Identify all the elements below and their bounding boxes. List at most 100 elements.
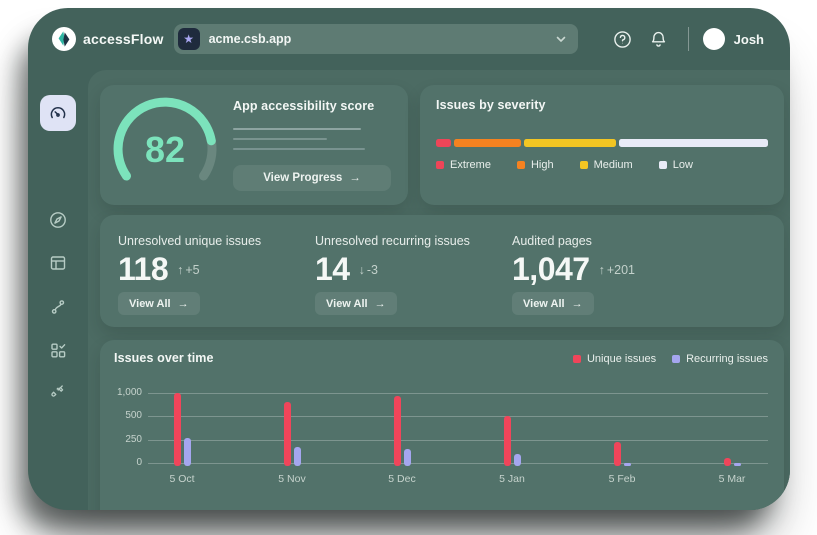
accessflow-logo-icon — [52, 27, 76, 51]
legend-label: Extreme — [450, 159, 491, 171]
compass-icon — [48, 210, 68, 230]
x-tick-label: 5 Jan — [482, 473, 542, 485]
legend-swatch-icon — [580, 161, 588, 169]
plug-icon — [48, 380, 68, 400]
brand: accessFlow — [52, 27, 164, 51]
bell-icon — [649, 30, 668, 49]
bar-unique-issues — [504, 416, 511, 466]
layout-icon — [48, 253, 68, 273]
bar-recurring-issues — [624, 463, 631, 466]
flow-path-icon — [48, 297, 68, 317]
legend-item: Extreme — [436, 159, 491, 171]
legend-swatch-icon — [573, 355, 581, 363]
bar-recurring-issues — [514, 454, 521, 466]
score-value: 82 — [145, 129, 185, 170]
view-progress-button[interactable]: View Progress → — [233, 165, 391, 191]
legend-item: Medium — [580, 159, 633, 171]
sidebar-item-flows[interactable] — [40, 289, 76, 325]
brand-name: accessFlow — [83, 31, 164, 47]
severity-card-title: Issues by severity — [436, 98, 546, 112]
issues-by-severity-card: Issues by severity Extreme High Medium Low — [420, 85, 784, 205]
severity-segment-extreme — [436, 139, 451, 147]
bar-unique-issues — [174, 393, 181, 466]
sidebar-item-pages[interactable] — [40, 245, 76, 281]
help-button[interactable] — [612, 28, 634, 50]
sidebar-item-dashboard[interactable] — [40, 95, 76, 131]
legend-swatch-icon — [436, 161, 444, 169]
bar-group — [284, 402, 301, 466]
bar-unique-issues — [394, 396, 401, 466]
gridline — [148, 416, 768, 417]
view-all-button[interactable]: View All → — [315, 292, 397, 315]
bar-group — [724, 458, 741, 466]
skeleton-line — [233, 128, 361, 130]
severity-segment-medium — [524, 139, 616, 147]
sidebar — [28, 70, 88, 510]
bar-recurring-issues — [294, 447, 301, 466]
score-card-title: App accessibility score — [233, 99, 374, 113]
notifications-button[interactable] — [648, 28, 670, 50]
score-gauge: 82 — [110, 94, 220, 204]
gridline — [148, 463, 768, 464]
arrow-up-icon: ↑ — [599, 263, 605, 277]
accessibility-score-card: 82 App accessibility score View Progress… — [100, 85, 408, 205]
y-tick-label: 500 — [106, 410, 142, 421]
app-window: accessFlow ★ acme.csb.app Josh — [28, 8, 790, 510]
x-tick-label: 5 Feb — [592, 473, 652, 485]
view-all-button[interactable]: View All → — [512, 292, 594, 315]
legend-item: Unique issues — [573, 353, 656, 365]
bar-unique-issues — [614, 442, 621, 466]
bar-unique-issues — [284, 402, 291, 466]
stat-label: Unresolved recurring issues — [315, 234, 470, 248]
stat-label: Audited pages — [512, 234, 592, 248]
project-selector-value: acme.csb.app — [209, 32, 292, 46]
severity-segment-low — [619, 139, 768, 147]
gridline — [148, 393, 768, 394]
sidebar-item-integrations[interactable] — [40, 372, 76, 408]
bar-group — [394, 396, 411, 466]
legend-label: Low — [673, 159, 693, 171]
gridline — [148, 440, 768, 441]
chart-legend: Unique issues Recurring issues — [573, 353, 768, 365]
x-tick-label: 5 Nov — [262, 473, 322, 485]
chevron-down-icon — [554, 32, 568, 46]
skeleton-line — [233, 138, 327, 140]
legend-item: Low — [659, 159, 693, 171]
arrow-right-icon: → — [178, 298, 189, 310]
view-all-button[interactable]: View All → — [118, 292, 200, 315]
legend-swatch-icon — [517, 161, 525, 169]
gauge-track — [204, 141, 213, 176]
arrow-down-icon: ↓ — [359, 263, 365, 277]
x-tick-label: 5 Mar — [702, 473, 762, 485]
issues-over-time-card: Issues over time Unique issuesRecurring … — [100, 340, 784, 510]
x-tick-label: 5 Dec — [372, 473, 432, 485]
skeleton-line — [233, 148, 365, 150]
user-name: Josh — [734, 32, 764, 47]
legend-label: High — [531, 159, 554, 171]
stat-delta: ↑+5 — [177, 263, 200, 277]
y-tick-label: 250 — [106, 434, 142, 445]
legend-label: Recurring issues — [686, 353, 768, 365]
arrow-right-icon: → — [375, 298, 386, 310]
stat-value: 1,047 — [512, 251, 590, 288]
project-selector[interactable]: ★ acme.csb.app — [174, 24, 578, 54]
main-content: 82 App accessibility score View Progress… — [88, 70, 790, 510]
stats-card: Unresolved unique issues 118 ↑+5 View Al… — [100, 215, 784, 327]
grid-check-icon — [48, 340, 68, 360]
avatar[interactable] — [703, 28, 725, 50]
severity-legend: Extreme High Medium Low — [436, 159, 693, 171]
star-icon: ★ — [178, 28, 200, 50]
help-icon — [613, 30, 632, 49]
chart-plot: 02505001,0005 Oct5 Nov5 Dec5 Jan5 Feb5 M… — [148, 394, 768, 464]
sidebar-item-audits[interactable] — [40, 332, 76, 368]
stat-value: 14 — [315, 251, 350, 288]
sidebar-item-explore[interactable] — [40, 202, 76, 238]
bar-group — [504, 416, 521, 466]
legend-label: Medium — [594, 159, 633, 171]
arrow-right-icon: → — [349, 172, 361, 184]
bar-group — [174, 393, 191, 466]
legend-label: Unique issues — [587, 353, 656, 365]
top-bar: accessFlow ★ acme.csb.app Josh — [28, 8, 790, 70]
y-tick-label: 0 — [106, 457, 142, 468]
stat-label: Unresolved unique issues — [118, 234, 261, 248]
